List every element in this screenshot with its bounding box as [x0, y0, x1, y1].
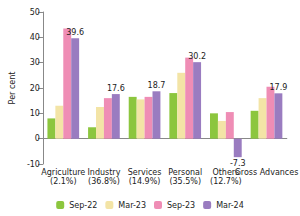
- svg-text:Others: Others: [212, 168, 240, 177]
- svg-text:Gross Advances: Gross Advances: [235, 168, 299, 177]
- svg-text:Per cent: Per cent: [8, 72, 17, 105]
- svg-text:(12.7%): (12.7%): [210, 177, 242, 186]
- svg-text:30.2: 30.2: [188, 52, 206, 61]
- svg-text:10: 10: [30, 109, 40, 118]
- svg-text:-7.3: -7.3: [230, 159, 246, 168]
- svg-text:Mar-23: Mar-23: [118, 201, 146, 210]
- svg-text:-10: -10: [27, 160, 40, 169]
- svg-text:18.7: 18.7: [148, 81, 166, 90]
- svg-text:Sep-22: Sep-22: [69, 201, 97, 210]
- svg-text:30: 30: [30, 58, 40, 67]
- svg-text:0: 0: [35, 134, 40, 143]
- svg-text:Industry: Industry: [87, 168, 120, 177]
- svg-text:(14.9%): (14.9%): [129, 177, 161, 186]
- svg-text:Sep-23: Sep-23: [167, 201, 195, 210]
- svg-text:(2.1%): (2.1%): [50, 177, 77, 186]
- svg-text:50: 50: [30, 8, 40, 17]
- svg-text:(36.8%): (36.8%): [88, 177, 120, 186]
- svg-text:20: 20: [30, 84, 40, 93]
- svg-text:17.9: 17.9: [269, 83, 287, 92]
- svg-text:Agriculture: Agriculture: [41, 168, 85, 177]
- svg-text:Services: Services: [128, 168, 162, 177]
- svg-text:17.6: 17.6: [107, 84, 125, 93]
- svg-text:40: 40: [30, 33, 40, 42]
- svg-text:Mar-24: Mar-24: [216, 201, 244, 210]
- svg-text:(35.5%): (35.5%): [169, 177, 201, 186]
- svg-text:39.6: 39.6: [66, 28, 84, 37]
- svg-text:Personal: Personal: [168, 168, 202, 177]
